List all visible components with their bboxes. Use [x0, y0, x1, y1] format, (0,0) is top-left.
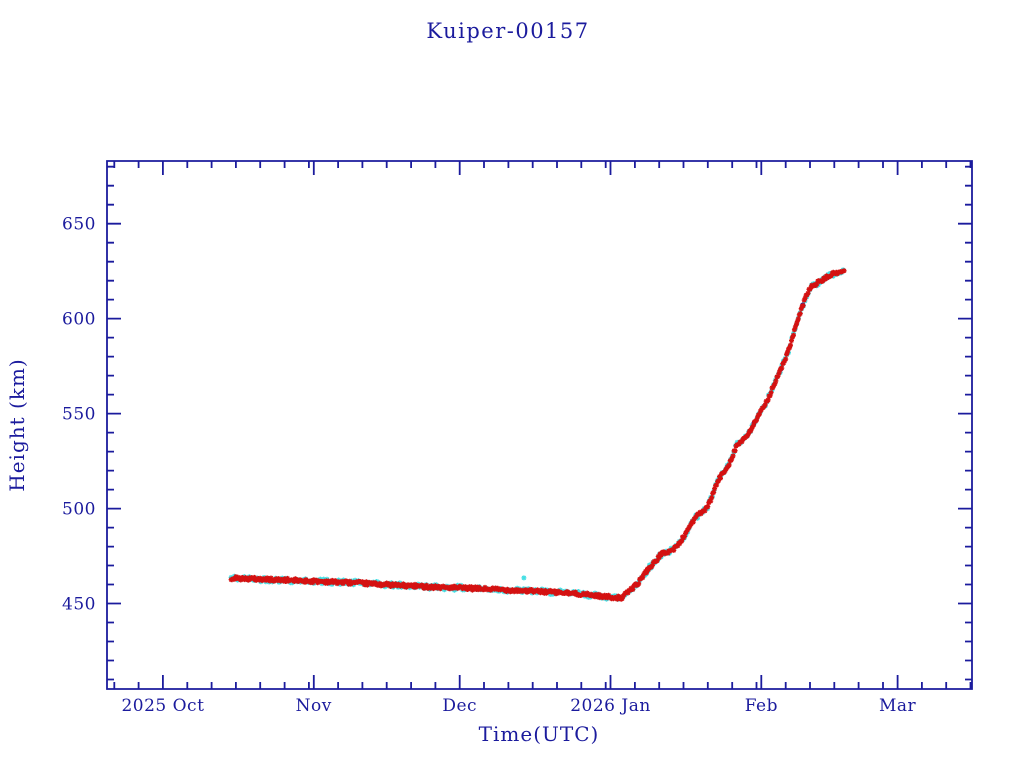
- x-tick-label: Nov: [296, 696, 332, 716]
- y-tick-label: 450: [62, 595, 96, 615]
- series-overlap-points: [644, 275, 830, 573]
- y-tick-label: 600: [62, 310, 96, 330]
- axes: [106, 160, 973, 690]
- y-axis-label: Height (km): [5, 358, 29, 491]
- y-tick-label: 550: [62, 405, 96, 425]
- axes-frame-and-ticks: [106, 160, 973, 690]
- predicted-height-points: [228, 267, 846, 602]
- tick-labels: 450 500 550 600 650 2025 Oct Nov Dec 2026 Jan Feb…: [62, 215, 916, 716]
- x-tick-label: Mar: [879, 696, 917, 716]
- series-tracked-points: [228, 268, 847, 602]
- y-tick-label: 500: [62, 500, 96, 520]
- tracked-height-points: [228, 268, 847, 602]
- chart-title: Kuiper-00157: [426, 19, 589, 43]
- x-tick-label: 2025 Oct: [121, 696, 204, 716]
- x-tick-label: Dec: [442, 696, 477, 716]
- overlap-dark-points: [644, 275, 830, 573]
- x-tick-label: Feb: [745, 696, 778, 716]
- x-tick-label: 2026 Jan: [570, 696, 651, 716]
- series-predicted-points: [228, 267, 846, 602]
- x-axis-label: Time(UTC): [479, 722, 600, 746]
- y-tick-label: 650: [62, 215, 96, 235]
